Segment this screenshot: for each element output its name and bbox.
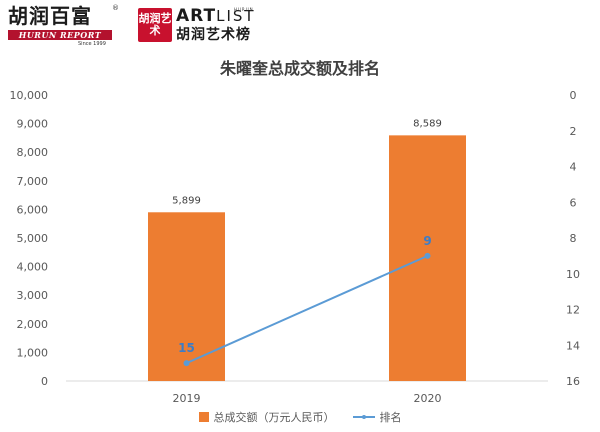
legend-label-bar: 总成交额（万元人民币） (213, 411, 335, 424)
legend: 总成交额（万元人民币） 排名 (0, 408, 600, 426)
right-axis-tick-label: 4 (570, 161, 577, 174)
right-axis-tick-label: 10 (566, 268, 580, 281)
hurun-art-list-logo: 胡润艺术 ARTLIST HURUN 胡润艺术榜 (138, 6, 258, 46)
left-axis-tick-label: 9,000 (17, 118, 49, 131)
left-axis-tick-label: 8,000 (17, 146, 49, 159)
x-axis-tick-label: 2019 (173, 392, 201, 405)
legend-item-line: 排名 (352, 409, 402, 425)
left-axis-tick-label: 0 (41, 375, 48, 388)
art-word: ART (176, 6, 217, 26)
art-list-chinese-name: 胡润艺术榜 (176, 27, 251, 43)
left-axis: 0 1,000 2,000 3,000 4,000 5,000 6,000 7,000 8,00… (10, 89, 49, 388)
legend-label-line: 排名 (379, 411, 402, 424)
hurun-report-logo: 胡润百富 ® HURUN REPORT Since 1999 (8, 4, 120, 48)
legend-swatch-bar (198, 412, 209, 422)
art-list-hurun-small-text: HURUN (234, 7, 254, 12)
legend-item-bar: 总成交额（万元人民币） (198, 409, 335, 425)
registered-mark: ® (112, 4, 119, 12)
bar-series: 5,899 8,589 (148, 118, 466, 381)
rank-data-label: 15 (178, 341, 195, 355)
x-axis: 2019 2020 (66, 380, 548, 405)
right-axis-tick-label: 16 (566, 375, 580, 388)
rank-point (424, 252, 431, 259)
header: 胡润百富 ® HURUN REPORT Since 1999 胡润艺术 ARTL… (0, 0, 600, 52)
left-axis-tick-label: 5,000 (17, 232, 49, 245)
legend-line-marker (352, 412, 375, 422)
art-list-seal-icon: 胡润艺术 (138, 8, 172, 42)
hurun-logo-chinese-name: 胡润百富 (8, 4, 92, 28)
right-axis-tick-label: 8 (570, 232, 577, 245)
hurun-report-band: HURUN REPORT (8, 30, 112, 40)
right-axis-tick-label: 2 (570, 125, 577, 138)
left-axis-tick-label: 10,000 (10, 89, 49, 102)
bar-data-label: 5,899 (172, 195, 201, 206)
left-axis-tick-label: 3,000 (17, 289, 49, 302)
right-axis-tick-label: 0 (570, 89, 577, 102)
bar (148, 212, 225, 381)
left-axis-tick-label: 4,000 (17, 261, 49, 274)
left-axis-tick-label: 6,000 (17, 203, 49, 216)
hurun-since-text: Since 1999 (78, 41, 106, 47)
list-word: LIST (216, 7, 256, 25)
rank-data-label: 9 (423, 234, 431, 248)
right-axis: 0 2 4 6 8 10 12 14 16 (566, 89, 580, 388)
left-axis-tick-label: 2,000 (17, 318, 49, 331)
right-axis-tick-label: 14 (566, 339, 580, 352)
chart-title: 朱曜奎总成交额及排名 (219, 59, 380, 78)
right-axis-tick-label: 6 (570, 196, 577, 209)
art-list-english-name: ARTLIST (176, 6, 256, 26)
rank-line (186, 254, 428, 365)
bar-data-label: 8,589 (413, 118, 442, 129)
line-series: 15 9 (178, 234, 432, 367)
rank-point (183, 360, 190, 367)
x-axis-tick-label: 2020 (414, 392, 442, 405)
right-axis-tick-label: 12 (566, 304, 580, 317)
left-axis-tick-label: 7,000 (17, 175, 49, 188)
left-axis-tick-label: 1,000 (17, 346, 49, 359)
